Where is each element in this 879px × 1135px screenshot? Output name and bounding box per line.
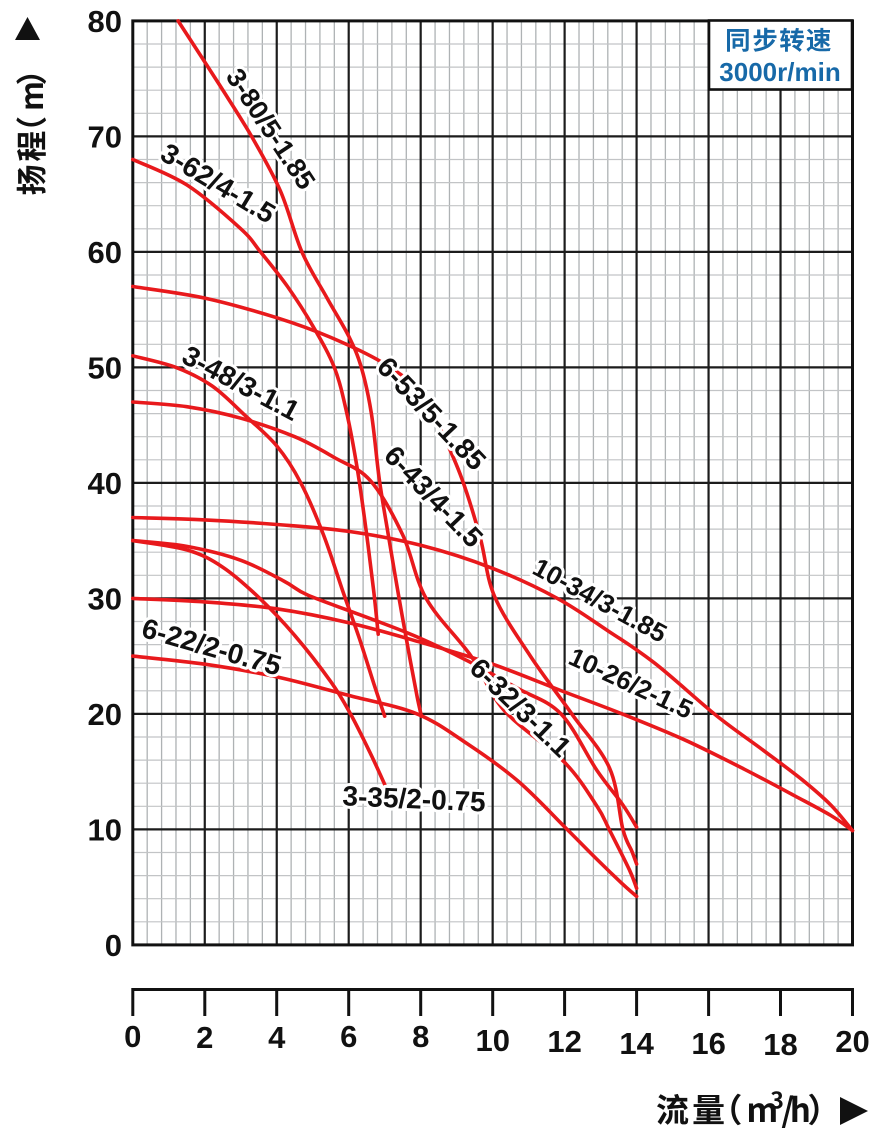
svg-text:2: 2 [196,1020,213,1055]
svg-text:10: 10 [88,813,122,848]
svg-text:6: 6 [340,1019,357,1054]
svg-text:30: 30 [88,582,122,617]
svg-text:20: 20 [88,697,122,732]
svg-text:40: 40 [88,466,122,501]
svg-text:60: 60 [88,235,122,270]
svg-text:80: 80 [88,4,122,39]
svg-text:8: 8 [412,1019,429,1054]
svg-text:50: 50 [88,351,122,386]
svg-text:0: 0 [105,928,122,963]
svg-text:18: 18 [763,1027,797,1062]
svg-text:4: 4 [268,1020,286,1055]
svg-text:12: 12 [547,1024,581,1059]
svg-text:20: 20 [835,1024,869,1059]
svg-text:10: 10 [475,1023,509,1058]
svg-text:0: 0 [124,1019,141,1054]
svg-text:3000r/min: 3000r/min [719,57,840,87]
svg-text:3-35/2-0.75: 3-35/2-0.75 [342,780,486,817]
svg-text:70: 70 [88,120,122,155]
svg-text:16: 16 [691,1026,725,1061]
svg-text:14: 14 [619,1026,654,1061]
